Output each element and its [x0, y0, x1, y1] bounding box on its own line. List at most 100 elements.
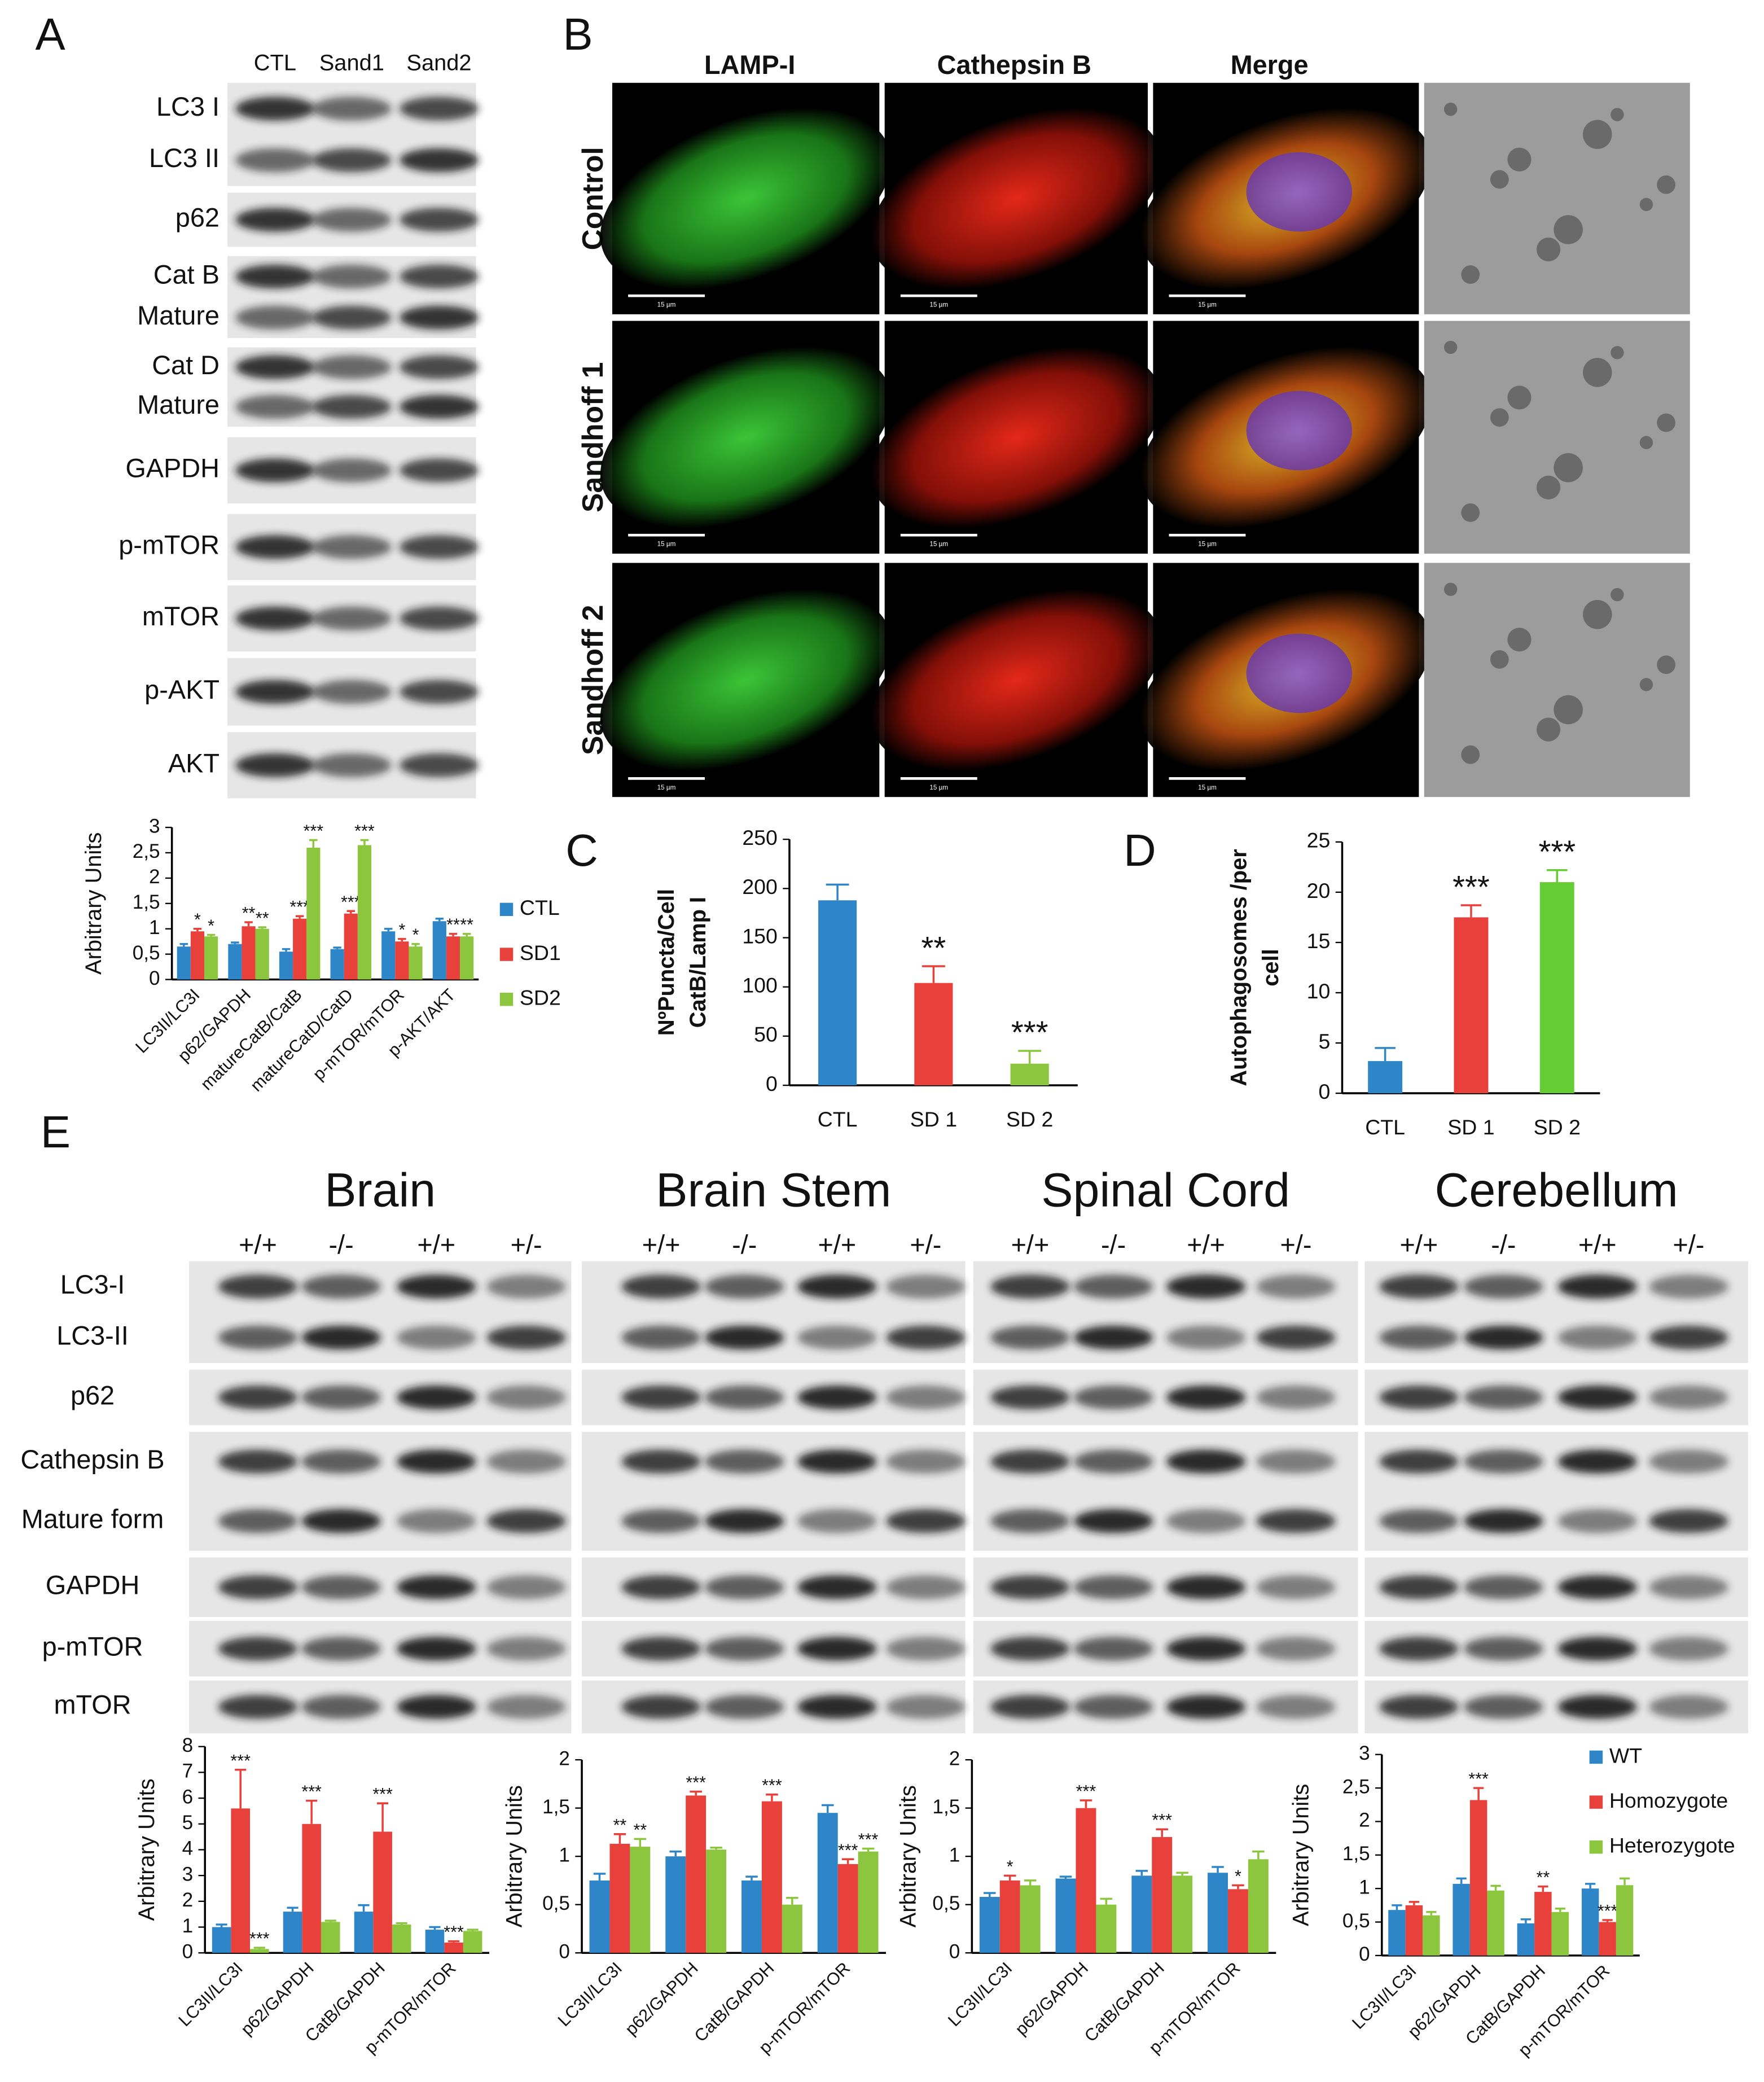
significance: **: [460, 915, 473, 935]
blot-row-label: AKT: [168, 748, 220, 778]
blot-band: [396, 1509, 476, 1533]
bar: [321, 1922, 340, 1953]
error-bar: [1080, 1799, 1092, 1808]
blot-row-label: p62: [175, 203, 220, 233]
significance: ***: [762, 1776, 782, 1795]
em-organelle: [1611, 108, 1624, 121]
blot-band: [301, 1695, 381, 1719]
blot-band: [235, 395, 315, 419]
error-bar: [282, 948, 291, 952]
blot-band: [486, 1449, 566, 1474]
legend-label: Heterozygote: [1609, 1834, 1735, 1857]
bar: [357, 845, 372, 980]
blot-band: [1649, 1695, 1728, 1719]
error-bar: [258, 926, 266, 929]
error-bar: [377, 1802, 389, 1832]
error-bar: [710, 1847, 722, 1850]
scale-label: 15 µm: [657, 541, 676, 548]
blot-band: [797, 1385, 877, 1410]
blot-band: [1649, 1449, 1728, 1474]
em-organelle: [1490, 170, 1509, 189]
blot-band: [1073, 1274, 1153, 1299]
blot-band: [218, 1509, 298, 1533]
em-organelle: [1582, 600, 1612, 629]
blot-band: [486, 1325, 566, 1350]
blot-band: [312, 680, 392, 704]
genotype-label: -/-: [1491, 1230, 1516, 1259]
significance: *: [398, 921, 405, 940]
significance: *: [1007, 1857, 1013, 1876]
em-organelle: [1461, 503, 1480, 522]
genotype-label: +/+: [642, 1230, 681, 1259]
blot-band: [486, 1509, 566, 1533]
blot-band: [235, 680, 315, 704]
y-tick-label: 100: [742, 974, 778, 997]
error-bar: [984, 1892, 996, 1897]
panel-label: C: [565, 825, 598, 875]
blot-band: [886, 1274, 966, 1299]
blot-band: [218, 1325, 298, 1350]
blot-band: [1073, 1695, 1153, 1719]
bar: [279, 952, 293, 980]
bar: [1096, 1904, 1117, 1953]
bar: [460, 936, 474, 980]
error-bar: [1538, 1885, 1548, 1892]
blot-band: [235, 458, 315, 483]
genotype-label: +/-: [1280, 1230, 1311, 1259]
blot-band: [1166, 1695, 1246, 1719]
bar: [817, 1813, 838, 1953]
blot-band: [396, 1695, 476, 1719]
blot-band: [886, 1695, 966, 1719]
error-bar: [411, 943, 420, 947]
error-bar: [1375, 1047, 1396, 1062]
bar: [858, 1851, 879, 1953]
blot-band: [218, 1449, 298, 1474]
blot-band: [621, 1575, 701, 1599]
genotype-label: -/-: [1101, 1230, 1126, 1259]
blot-band: [486, 1637, 566, 1661]
y-tick-label: 1: [149, 917, 160, 939]
blot-band: [1256, 1449, 1336, 1474]
blot-band: [886, 1449, 966, 1474]
blot-band: [486, 1274, 566, 1299]
x-tick-label: SD 1: [1447, 1115, 1494, 1139]
y-tick-label: 0: [949, 1941, 960, 1963]
blot-band: [1464, 1695, 1543, 1719]
blot-band: [301, 1509, 381, 1533]
significance: ***: [1598, 1901, 1618, 1921]
x-tick-label: p62/GAPDH: [1012, 1958, 1092, 2039]
em-organelle: [1582, 358, 1612, 387]
blot-band: [301, 1325, 381, 1350]
bar: [979, 1897, 1000, 1953]
bar: [1010, 1063, 1049, 1086]
error-bar: [593, 1873, 606, 1881]
y-tick-label: 250: [742, 826, 778, 849]
x-tick-label: LC3II/LC3I: [554, 1958, 626, 2030]
bar: [1517, 1923, 1535, 1956]
blot-band: [399, 208, 479, 232]
bar: [204, 936, 218, 980]
blot-band: [1557, 1385, 1638, 1410]
em-organelle: [1582, 120, 1612, 149]
blot-band: [235, 535, 315, 559]
error-bar: [1024, 1879, 1037, 1886]
bar: [302, 1824, 321, 1953]
blot-band: [399, 606, 479, 630]
bar: [283, 1912, 302, 1953]
error-bar: [467, 1928, 479, 1931]
blot-band: [1256, 1509, 1336, 1533]
bar: [914, 983, 953, 1086]
blot-band: [218, 1274, 298, 1299]
blot-band: [797, 1575, 877, 1599]
bar: [1616, 1885, 1634, 1956]
blot-band: [990, 1325, 1070, 1350]
blot-band: [1379, 1509, 1459, 1533]
blot-band: [1649, 1385, 1728, 1410]
bar: [837, 1864, 858, 1953]
em-organelle: [1611, 588, 1624, 602]
blot-band: [312, 97, 392, 121]
error-bar: [1232, 1884, 1244, 1890]
blot-panel: [189, 1431, 572, 1551]
blot-band: [1256, 1637, 1336, 1661]
legend-label: CTL: [520, 896, 560, 919]
